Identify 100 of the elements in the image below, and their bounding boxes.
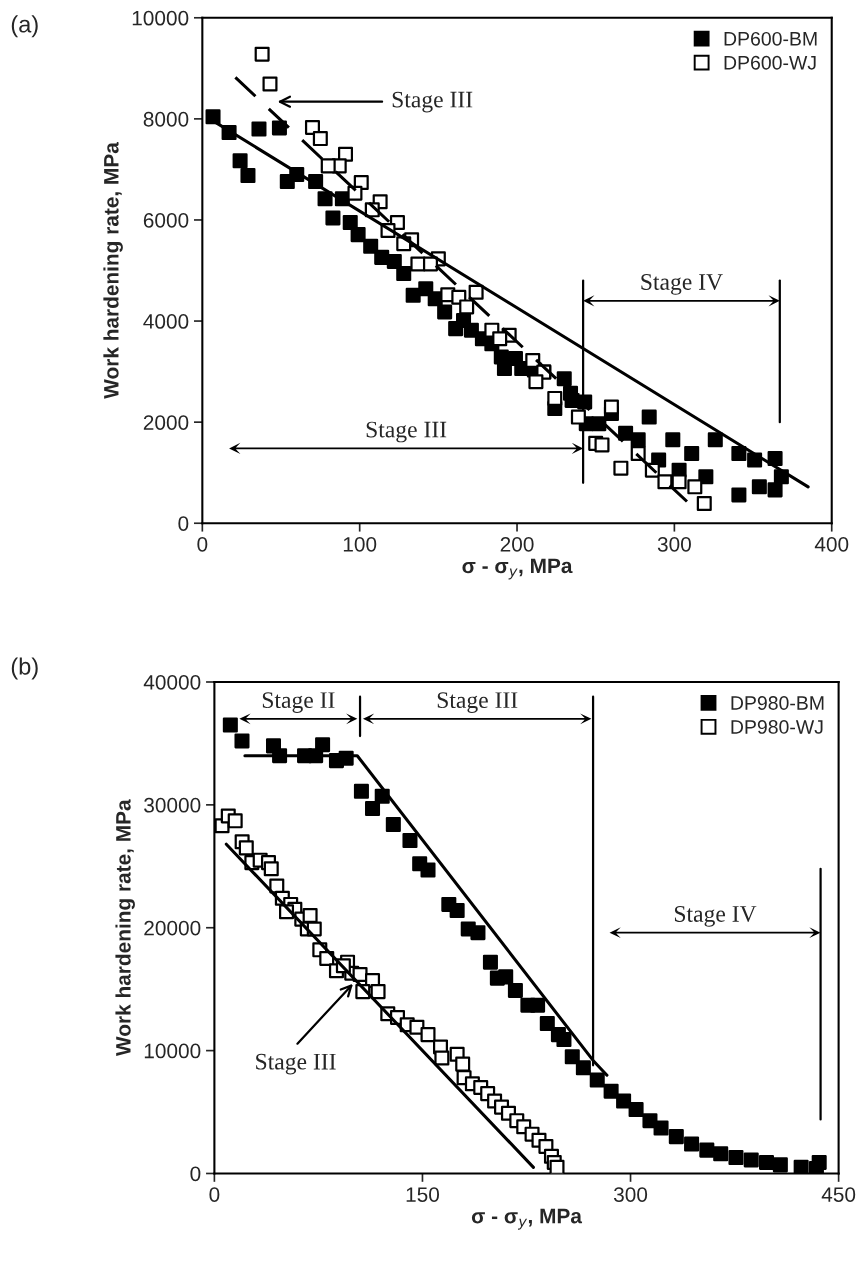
y-tick-label: 30000 bbox=[144, 797, 201, 813]
point bbox=[575, 1060, 591, 1076]
point bbox=[668, 1129, 684, 1145]
x-tick-label: 450 bbox=[821, 1187, 856, 1202]
point bbox=[386, 253, 402, 269]
point bbox=[437, 304, 453, 320]
point bbox=[459, 299, 475, 315]
point bbox=[418, 281, 434, 297]
point bbox=[547, 390, 563, 406]
point bbox=[238, 840, 254, 856]
point bbox=[482, 954, 498, 970]
point bbox=[594, 437, 610, 453]
point bbox=[728, 1149, 744, 1166]
point bbox=[751, 479, 767, 495]
text: (b) bbox=[11, 657, 38, 680]
point bbox=[687, 479, 703, 495]
point bbox=[772, 1157, 788, 1173]
point bbox=[507, 982, 523, 998]
point bbox=[498, 969, 514, 985]
x-tick-label: 400 bbox=[814, 536, 849, 552]
point bbox=[370, 984, 386, 1000]
point bbox=[449, 903, 465, 919]
y-tick-label: 6000 bbox=[143, 212, 189, 228]
point bbox=[262, 76, 278, 92]
point bbox=[642, 1113, 658, 1129]
y-tick-label: 10000 bbox=[144, 1043, 201, 1059]
y-tick-label: 20000 bbox=[144, 920, 201, 936]
point bbox=[385, 817, 401, 833]
y-tick-label: 10000 bbox=[132, 10, 189, 26]
annotation: Stage III bbox=[392, 91, 473, 113]
point bbox=[205, 109, 221, 125]
point bbox=[616, 1093, 632, 1109]
point bbox=[630, 432, 646, 448]
y-axis-title: Work hardening rate, MPa bbox=[115, 799, 135, 1057]
point bbox=[232, 153, 248, 169]
point bbox=[767, 451, 783, 467]
point bbox=[556, 1032, 572, 1048]
point bbox=[549, 1159, 565, 1174]
point bbox=[698, 469, 714, 485]
point bbox=[564, 1049, 580, 1065]
point bbox=[628, 1102, 644, 1118]
point bbox=[653, 1120, 669, 1136]
annotation: Stage III bbox=[366, 421, 447, 443]
point bbox=[528, 374, 544, 390]
point bbox=[758, 1154, 774, 1170]
point bbox=[657, 474, 673, 490]
y-axis-title: Work hardening rate, MPa bbox=[103, 142, 123, 399]
x-tick-label: 150 bbox=[406, 1187, 440, 1202]
point bbox=[811, 1154, 827, 1170]
annotation: Stage IV bbox=[674, 906, 757, 927]
point bbox=[684, 1136, 700, 1152]
point bbox=[696, 496, 712, 512]
point bbox=[665, 432, 681, 448]
y-tick-label: 0 bbox=[178, 516, 189, 531]
x-axis-title: σ - σ$_{y}$, MPa bbox=[462, 558, 573, 580]
point bbox=[240, 167, 256, 183]
point bbox=[492, 331, 508, 347]
point bbox=[699, 1142, 715, 1158]
point bbox=[603, 1083, 619, 1099]
point bbox=[731, 487, 747, 503]
point bbox=[402, 832, 418, 849]
annotation: Stage III bbox=[256, 1053, 336, 1075]
annotation: Stage IV bbox=[641, 274, 723, 295]
point bbox=[589, 1072, 605, 1088]
x-axis-title: σ - σ$_{y}$, MPa bbox=[471, 1208, 583, 1230]
x-tick-label: 200 bbox=[500, 536, 534, 552]
legend-label: DP980-BM bbox=[731, 696, 824, 710]
point bbox=[315, 737, 331, 753]
x-tick-label: 100 bbox=[343, 536, 377, 552]
point bbox=[767, 482, 783, 498]
point bbox=[396, 266, 412, 282]
point bbox=[603, 399, 619, 415]
point bbox=[530, 997, 546, 1013]
point bbox=[222, 717, 238, 733]
point bbox=[743, 1152, 759, 1168]
point bbox=[591, 416, 607, 432]
point bbox=[374, 249, 390, 265]
point bbox=[353, 783, 369, 799]
y-tick-label: 4000 bbox=[143, 314, 189, 329]
point bbox=[731, 445, 747, 461]
point bbox=[556, 371, 572, 387]
legend-label: DP980-WJ bbox=[731, 720, 823, 734]
point bbox=[713, 1146, 729, 1162]
point bbox=[684, 445, 700, 461]
point bbox=[613, 460, 629, 476]
point bbox=[641, 409, 657, 425]
point bbox=[539, 1016, 555, 1032]
point bbox=[470, 925, 486, 941]
point bbox=[263, 861, 279, 877]
point bbox=[405, 287, 421, 303]
annotation: Stage II bbox=[262, 692, 335, 713]
point bbox=[320, 158, 336, 174]
x-tick-label: 0 bbox=[209, 1187, 220, 1202]
y-tick-label: 0 bbox=[190, 1166, 201, 1182]
point bbox=[342, 214, 358, 230]
point bbox=[707, 432, 723, 448]
point bbox=[350, 227, 366, 243]
point bbox=[234, 733, 250, 749]
y-tick-label: 8000 bbox=[143, 111, 189, 127]
point bbox=[365, 801, 381, 817]
